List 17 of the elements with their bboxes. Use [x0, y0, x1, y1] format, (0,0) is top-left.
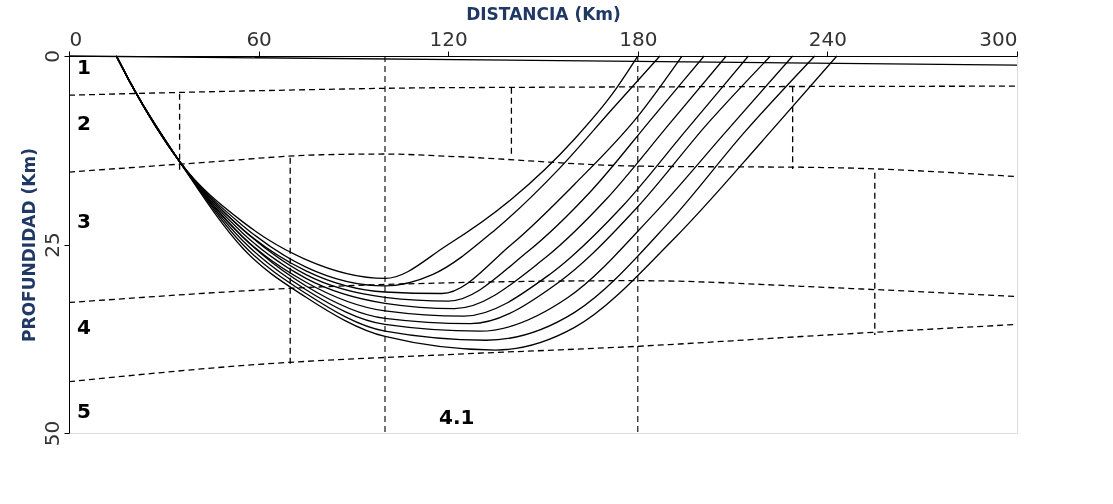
x-tick-label: 0 [69, 26, 83, 51]
x-tick-label: 60 [246, 26, 272, 51]
y-axis-title: PROFUNDIDAD (Km) [18, 148, 39, 342]
x-tick-label: 180 [619, 26, 658, 51]
annotation: 2 [77, 111, 91, 135]
annotation: 5 [77, 399, 91, 423]
y-tick-label: 25 [39, 232, 64, 258]
annotation: 3 [77, 209, 91, 233]
annotation: 4 [77, 315, 91, 339]
x-tick-label: 120 [429, 26, 468, 51]
annotation: 4.1 [439, 405, 475, 429]
y-tick-label: 0 [39, 50, 64, 63]
y-tick-label: 50 [39, 420, 64, 447]
annotation: 1 [77, 55, 91, 79]
x-axis-title: DISTANCIA (Km) [466, 3, 621, 24]
x-tick-label: 240 [808, 26, 847, 51]
x-tick-label: 300 [979, 26, 1018, 51]
